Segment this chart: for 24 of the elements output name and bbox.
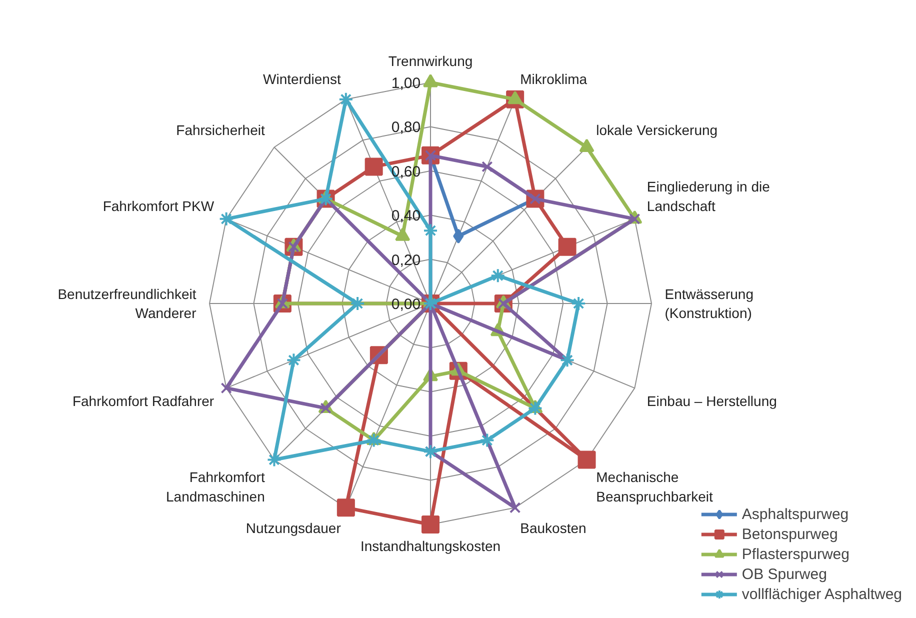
y-tick-label: 0,20 bbox=[391, 252, 421, 269]
spoke-label: Entwässerung (Konstruktion) bbox=[664, 286, 754, 322]
y-tick-label: 0,80 bbox=[391, 119, 421, 136]
legend-label: Betonspurweg bbox=[742, 526, 838, 542]
legend-label: OB Spurweg bbox=[742, 566, 827, 582]
spoke-label: Fahrsicherheit bbox=[176, 122, 265, 138]
spoke-label: Trennwirkung bbox=[388, 53, 473, 70]
spoke-label: lokale Versickerung bbox=[596, 122, 718, 138]
spoke-label: Einbau – Herstellung bbox=[646, 393, 777, 410]
spoke-label: Fahrkomfort Landmaschinen bbox=[166, 469, 265, 504]
spoke-label: Benutzerfreundlichkeit Wanderer bbox=[58, 286, 197, 322]
spoke-label: Mechanische Beanspruchbarkeit bbox=[596, 469, 713, 504]
spoke-label: Fahrkomfort PKW bbox=[102, 198, 215, 214]
y-tick-label: 1,00 bbox=[391, 75, 421, 92]
spoke-label: Nutzungsdauer bbox=[246, 520, 342, 536]
legend-label: Pflasterspurweg bbox=[742, 546, 850, 562]
spoke-label: Baukosten bbox=[520, 520, 586, 536]
legend-label: Asphaltspurweg bbox=[742, 506, 849, 522]
spoke-label: Eingliederung in die Landschaft bbox=[646, 178, 770, 214]
spoke-label: Mikroklima bbox=[520, 71, 588, 88]
spoke-label: Winterdienst bbox=[263, 71, 341, 88]
legend-label: vollflächiger Asphaltweg bbox=[742, 586, 902, 602]
spoke-label: Instandhaltungskosten bbox=[360, 538, 501, 554]
spoke-label: Fahrkomfort Radfahrer bbox=[72, 393, 214, 410]
